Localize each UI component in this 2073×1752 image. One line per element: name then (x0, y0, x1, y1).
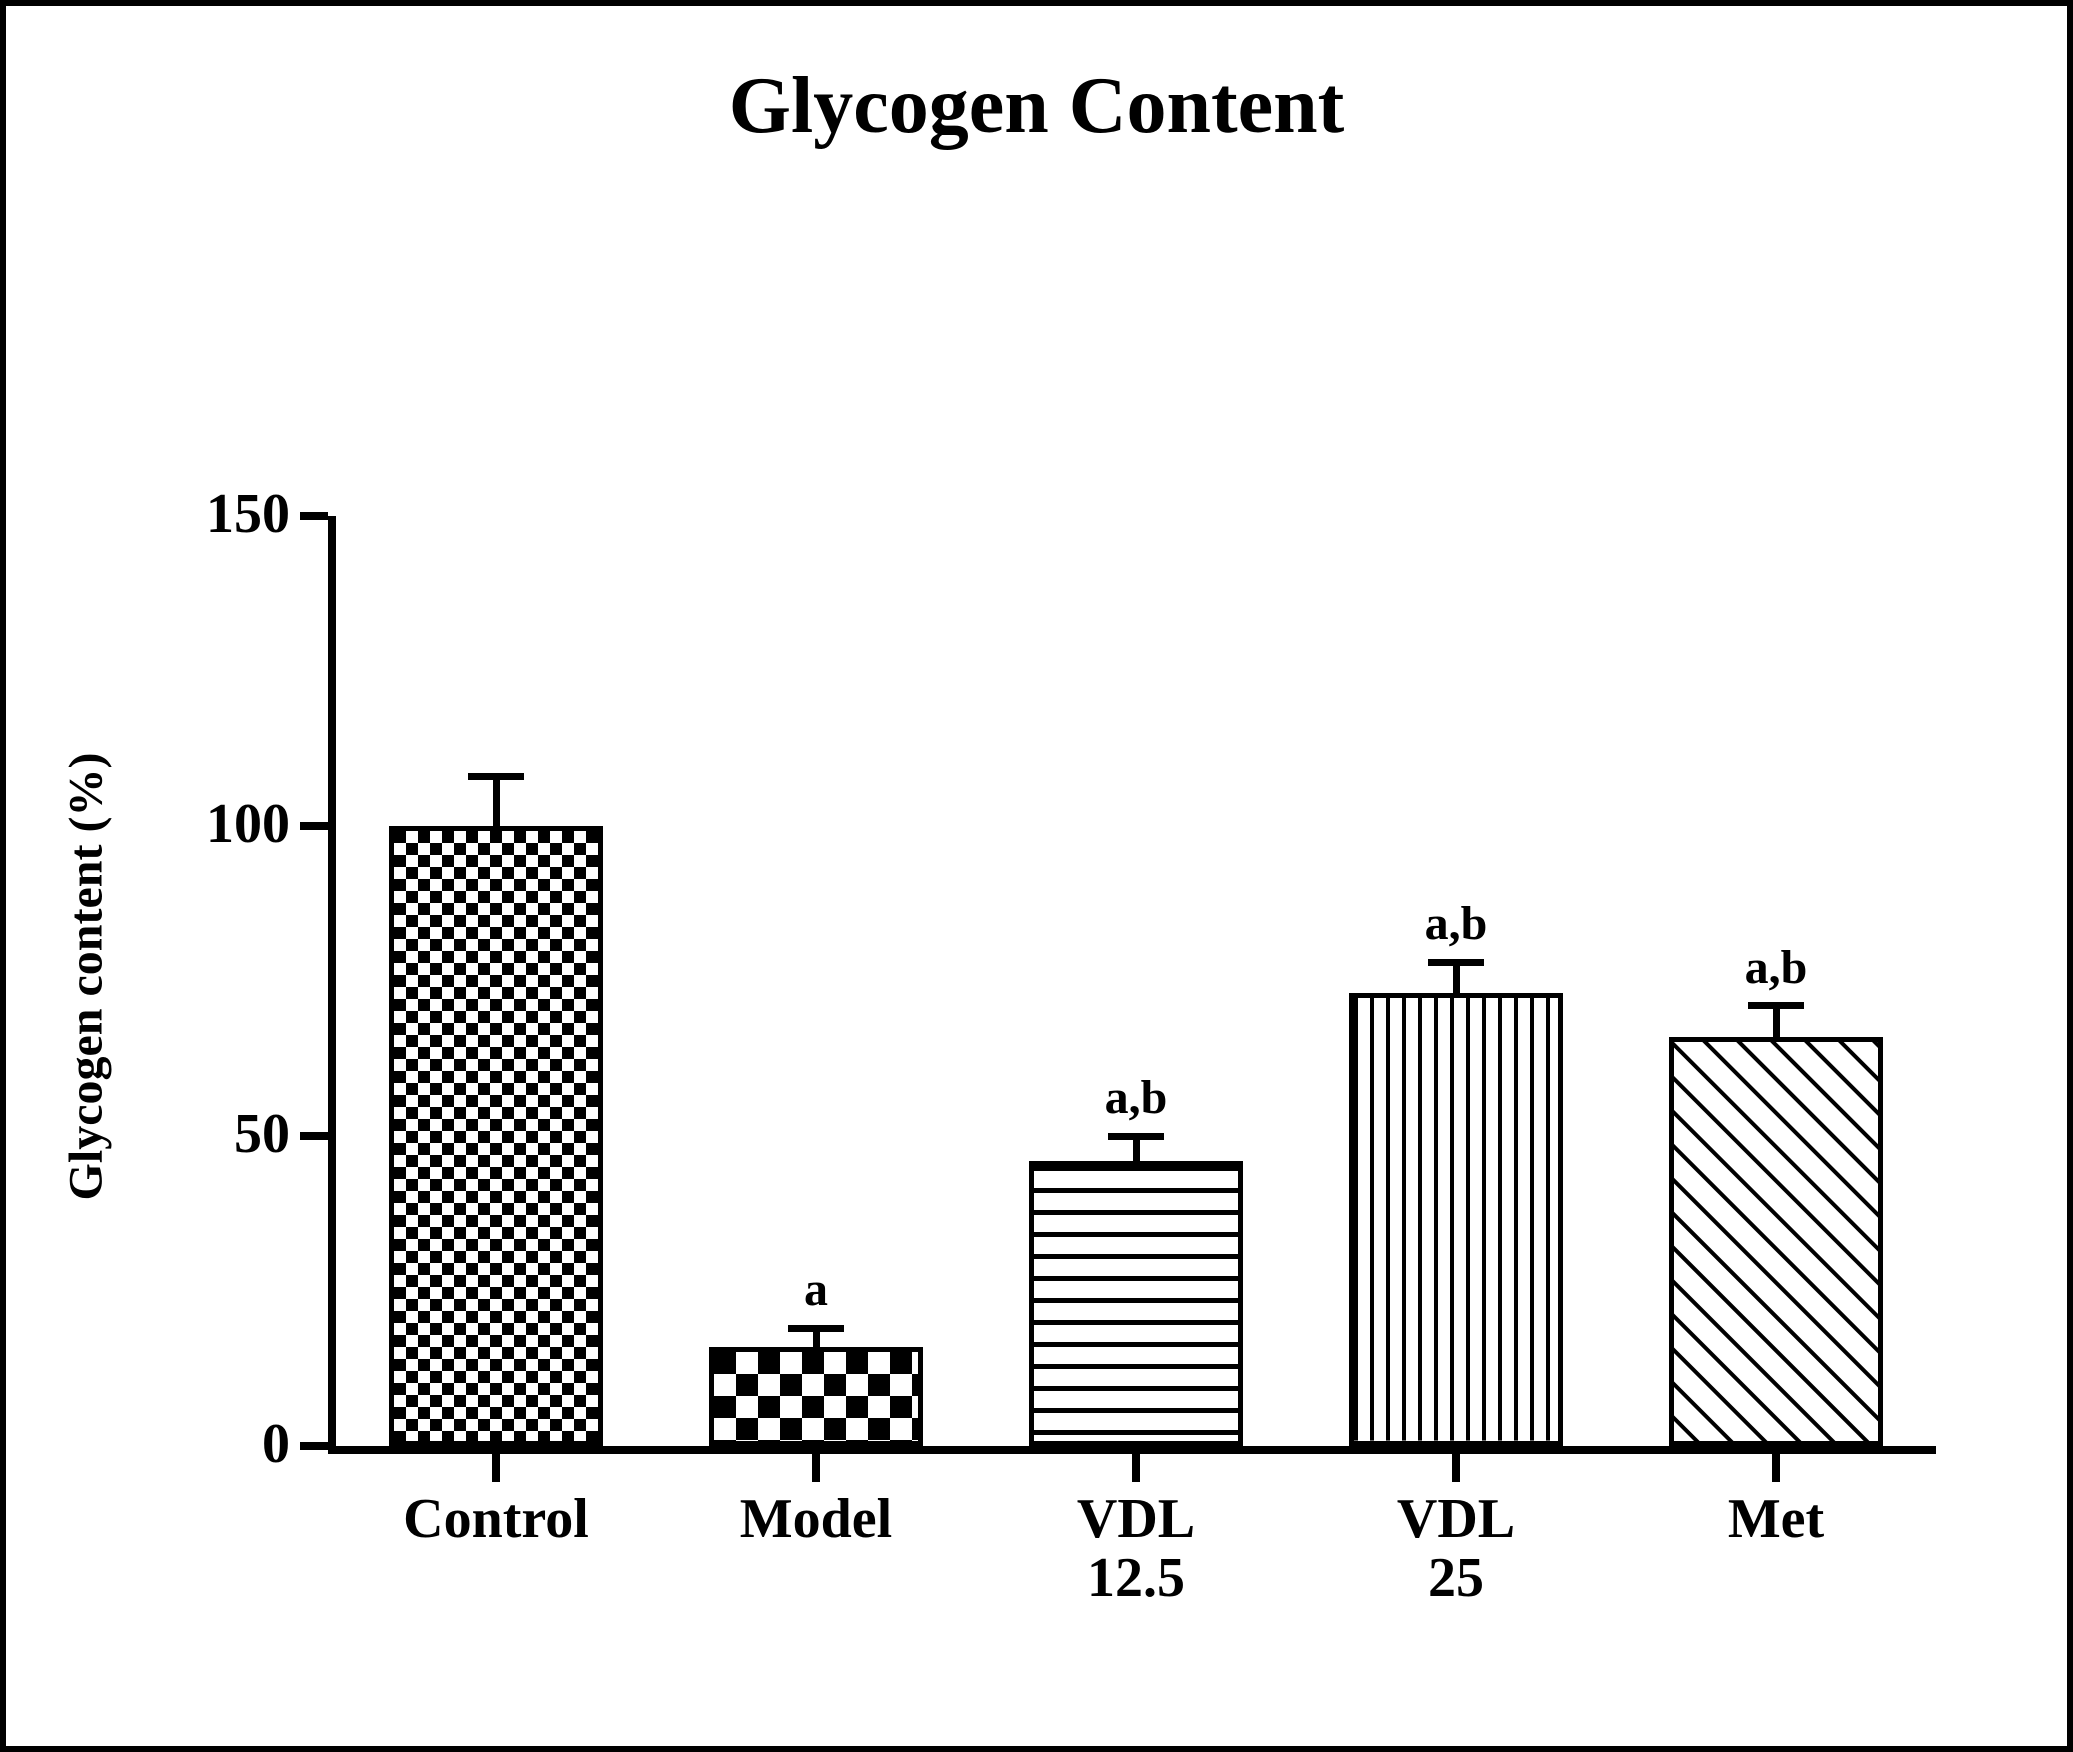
x-axis (328, 1446, 1936, 1454)
y-tick-label: 150 (140, 482, 290, 546)
y-tick-label: 100 (140, 792, 290, 856)
bar-pattern (714, 1352, 918, 1441)
x-tick-label: Model (656, 1490, 976, 1549)
x-tick-label: Met (1616, 1490, 1936, 1549)
y-axis-label: Glycogen content (%) (59, 512, 114, 1442)
x-tick (1452, 1454, 1460, 1482)
plot-area: 050100150Glycogen content (%)ControlaMod… (336, 516, 1936, 1446)
x-tick-label: VDL 25 (1296, 1490, 1616, 1608)
x-tick (1132, 1454, 1140, 1482)
x-tick-label: Control (336, 1490, 656, 1549)
error-bar (1453, 962, 1460, 993)
bar-annotation: a,b (999, 1070, 1273, 1125)
error-bar-cap (788, 1325, 844, 1332)
bar (1349, 993, 1563, 1446)
error-bar (1133, 1136, 1140, 1161)
x-tick (492, 1454, 500, 1482)
x-tick-label: VDL 12.5 (976, 1490, 1296, 1608)
y-axis (328, 516, 336, 1454)
bar (1029, 1161, 1243, 1446)
x-tick (812, 1454, 820, 1482)
bar-pattern (394, 831, 598, 1441)
y-tick-label: 50 (140, 1102, 290, 1166)
y-tick (300, 1442, 328, 1450)
x-tick (1772, 1454, 1780, 1482)
error-bar-cap (1748, 1002, 1804, 1009)
y-tick (300, 822, 328, 830)
bar (709, 1347, 923, 1446)
y-tick (300, 512, 328, 520)
y-tick (300, 1132, 328, 1140)
chart-frame: Glycogen Content 050100150Glycogen conte… (0, 0, 2073, 1752)
bar (1669, 1037, 1883, 1446)
y-tick-label: 0 (140, 1412, 290, 1476)
bar-pattern (1674, 1042, 1878, 1441)
chart-title: Glycogen Content (6, 61, 2067, 152)
bar (389, 826, 603, 1446)
error-bar-cap (468, 773, 524, 780)
error-bar-cap (1428, 959, 1484, 966)
bar-pattern (1354, 998, 1558, 1441)
error-bar (1773, 1006, 1780, 1037)
error-bar (493, 776, 500, 826)
bar-annotation: a,b (1639, 940, 1913, 995)
bar-pattern (1034, 1166, 1238, 1441)
error-bar-cap (1108, 1133, 1164, 1140)
bar-annotation: a,b (1319, 896, 1593, 951)
bar-annotation: a (679, 1262, 953, 1317)
